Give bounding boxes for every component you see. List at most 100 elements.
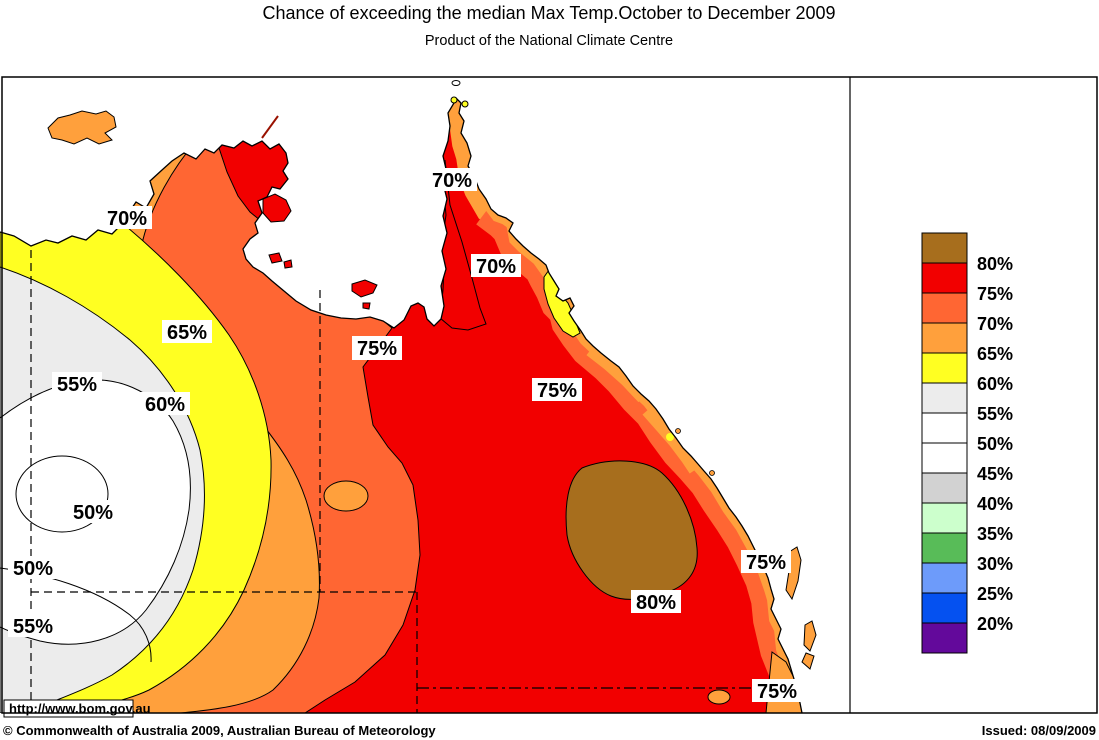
label-text: 55% bbox=[57, 374, 97, 396]
label-text: 80% bbox=[636, 592, 676, 614]
label-text: 75% bbox=[537, 380, 577, 402]
contour-label: 75% bbox=[352, 336, 402, 360]
coastal-yellow-dot bbox=[666, 433, 674, 441]
label-text: 70% bbox=[476, 256, 516, 278]
whitsunday-island-1 bbox=[675, 428, 681, 434]
legend-swatch-80plus bbox=[921, 232, 968, 264]
label-box bbox=[631, 590, 681, 613]
pellew-island-2 bbox=[283, 259, 293, 269]
legend-swatch-40-45 bbox=[921, 472, 968, 504]
legend-swatch-35-40 bbox=[921, 502, 968, 534]
page-subtitle: Product of the National Climate Centre bbox=[425, 33, 673, 49]
legend-label-65: 65% bbox=[977, 344, 1013, 364]
copyright-text: © Commonwealth of Australia 2009, Austra… bbox=[3, 723, 436, 738]
label-text: 65% bbox=[167, 322, 207, 344]
state-borders bbox=[30, 250, 788, 713]
legend-label-50: 50% bbox=[977, 434, 1013, 454]
legend-label-40: 40% bbox=[977, 494, 1013, 514]
label-text: 70% bbox=[107, 208, 147, 230]
legend-label-70: 70% bbox=[977, 314, 1013, 334]
contour-label: 70% bbox=[102, 206, 152, 230]
legend-swatch-75-80 bbox=[921, 262, 968, 294]
label-box bbox=[752, 679, 802, 702]
label-box bbox=[162, 320, 212, 343]
legend-swatch-30-35 bbox=[921, 532, 968, 564]
contour-50-inner bbox=[15, 455, 109, 533]
label-text: 70% bbox=[432, 170, 472, 192]
contour-labels: 70% 70% 70% 65% 75% 75% 55% 60% bbox=[8, 168, 802, 703]
legend-label-45: 45% bbox=[977, 464, 1013, 484]
legend-swatch-25-30 bbox=[921, 562, 968, 594]
label-box bbox=[471, 254, 521, 277]
legend-swatch-70-75 bbox=[921, 292, 968, 324]
legend-label-20: 20% bbox=[977, 614, 1013, 634]
contour-label: 60% bbox=[140, 392, 190, 416]
contour-label: 50% bbox=[8, 556, 58, 580]
torres-strait-island bbox=[451, 80, 461, 86]
legend-label-75: 75% bbox=[977, 284, 1013, 304]
tip-island-2 bbox=[461, 100, 469, 108]
page-title: Chance of exceeding the median Max Temp.… bbox=[263, 3, 836, 23]
legend-label-80: 80% bbox=[977, 254, 1013, 274]
mornington-island bbox=[351, 279, 378, 298]
legend-label-55: 55% bbox=[977, 404, 1013, 424]
orange-knob-blob bbox=[323, 480, 369, 512]
contour-label: 55% bbox=[52, 372, 102, 396]
label-text: 50% bbox=[73, 502, 113, 524]
contour-label: 75% bbox=[532, 378, 582, 402]
label-text: 55% bbox=[13, 616, 53, 638]
label-box bbox=[140, 392, 190, 415]
wessel-islands bbox=[261, 115, 279, 139]
groote-eylandt bbox=[262, 193, 292, 223]
melville-island bbox=[47, 110, 117, 145]
legend-swatch-55-60 bbox=[921, 382, 968, 414]
moreton-island bbox=[803, 620, 817, 652]
tip-island-1 bbox=[450, 96, 458, 104]
contour-label: 70% bbox=[427, 168, 477, 192]
legend-swatch-50-55 bbox=[921, 412, 968, 444]
whitsunday-island-2 bbox=[709, 470, 715, 476]
legend-label-25: 25% bbox=[977, 584, 1013, 604]
contour-label: 75% bbox=[741, 550, 791, 574]
url-box: http://www.bom.gov.au bbox=[3, 699, 151, 718]
label-box bbox=[427, 168, 477, 191]
orange-small-blob bbox=[707, 689, 731, 705]
legend-swatch-under20 bbox=[921, 622, 968, 654]
small-gulf-island bbox=[362, 302, 371, 310]
label-box bbox=[352, 336, 402, 360]
legend-swatch-65-70 bbox=[921, 322, 968, 354]
label-box bbox=[102, 206, 152, 229]
legend-label-30: 30% bbox=[977, 554, 1013, 574]
issued-text: Issued: 08/09/2009 bbox=[982, 723, 1096, 738]
contour-label: 80% bbox=[631, 590, 681, 614]
legend-label-35: 35% bbox=[977, 524, 1013, 544]
pellew-island-1 bbox=[268, 252, 283, 264]
label-box bbox=[8, 614, 58, 637]
label-text: 50% bbox=[13, 558, 53, 580]
contour-label: 75% bbox=[752, 679, 802, 703]
contour-label: 55% bbox=[8, 614, 58, 638]
legend: 80% 75% 70% 65% 60% 55% 50% 45% 40% 35% … bbox=[921, 232, 1013, 654]
label-text: 60% bbox=[145, 394, 185, 416]
label-box bbox=[52, 372, 102, 395]
contour-label: 65% bbox=[162, 320, 212, 344]
label-box bbox=[532, 378, 582, 401]
label-box bbox=[68, 500, 118, 523]
coastline-outline bbox=[0, 96, 803, 714]
contour-label: 50% bbox=[68, 500, 118, 524]
label-box bbox=[741, 550, 791, 573]
label-text: 75% bbox=[746, 552, 786, 574]
map-frame bbox=[1, 76, 1098, 714]
label-text: 75% bbox=[757, 681, 797, 703]
legend-swatch-20-25 bbox=[921, 592, 968, 624]
legend-swatch-45-50 bbox=[921, 442, 968, 474]
stradbroke-island bbox=[801, 652, 815, 670]
legend-swatch-60-65 bbox=[921, 352, 968, 384]
label-box bbox=[8, 556, 58, 579]
islands bbox=[47, 80, 817, 670]
label-text: 75% bbox=[357, 338, 397, 360]
legend-label-60: 60% bbox=[977, 374, 1013, 394]
contour-label: 70% bbox=[471, 254, 521, 278]
